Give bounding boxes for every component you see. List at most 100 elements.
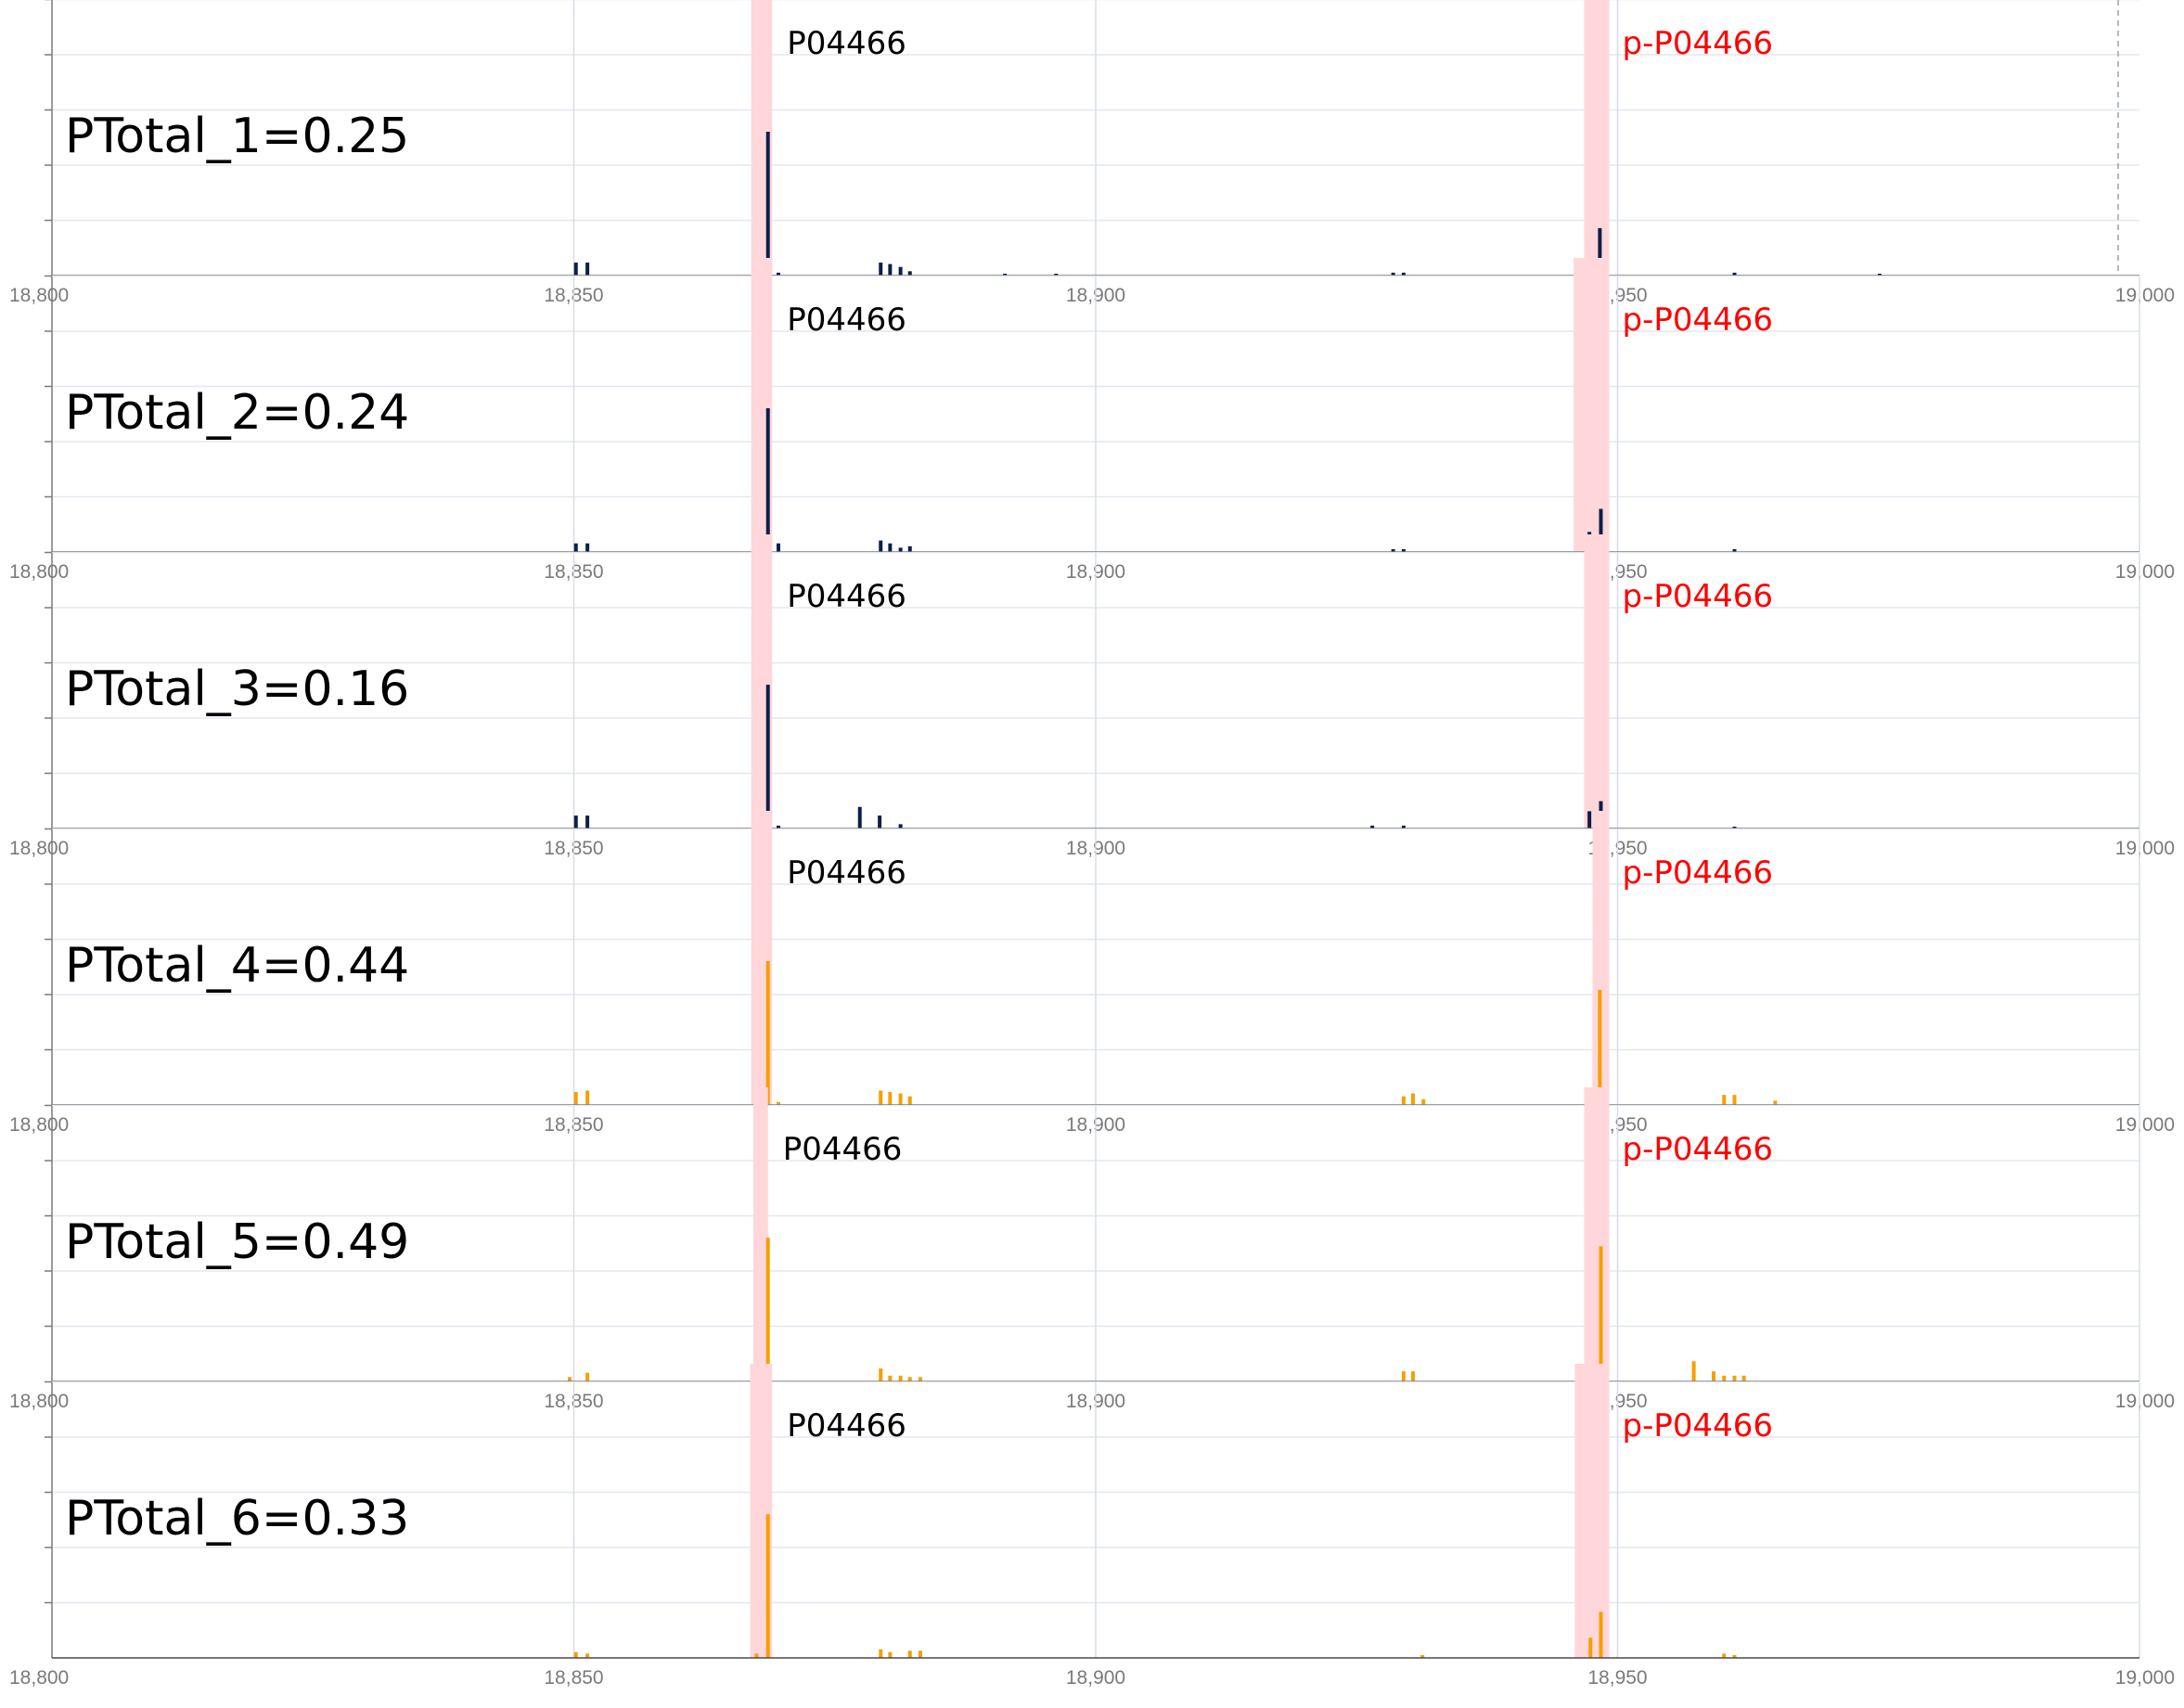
x-tick-label: 19,000 bbox=[2115, 561, 2175, 583]
ptotal-annotation: PTotal_6=0.33 bbox=[65, 1491, 409, 1547]
peak-bar bbox=[879, 1090, 883, 1105]
spectrum-panel-2: 18,800 18,850 18,900 18,950 19,000 P04466 p-P0… bbox=[0, 258, 2184, 583]
peak-bar bbox=[898, 266, 903, 276]
peak-bar bbox=[1401, 1096, 1406, 1105]
peak-bar bbox=[888, 543, 893, 552]
peak-bar bbox=[1054, 274, 1059, 276]
peak-bar bbox=[898, 547, 903, 552]
peak-bar bbox=[1732, 1375, 1737, 1381]
x-tick-label: 18,900 bbox=[1066, 1667, 1125, 1689]
peak-bar bbox=[765, 961, 770, 1105]
peak-bar bbox=[1599, 508, 1603, 552]
peak-bar bbox=[1401, 1371, 1406, 1381]
peak-bar bbox=[585, 263, 590, 276]
peak-bar bbox=[1598, 990, 1602, 1105]
ptotal-annotation: PTotal_4=0.44 bbox=[65, 938, 409, 994]
peak-bar bbox=[1877, 274, 1882, 276]
peak-bar bbox=[879, 1368, 883, 1381]
peak-bar bbox=[1587, 811, 1592, 828]
peak-label-phospho: p-P04466 bbox=[1623, 854, 1774, 892]
peak-label-phospho: p-P04466 bbox=[1623, 25, 1774, 62]
peak-bar bbox=[754, 1653, 759, 1658]
peak-bar bbox=[1401, 825, 1406, 828]
x-tick-label: 19,000 bbox=[2115, 1667, 2175, 1689]
peak-label-unmodified: P04466 bbox=[787, 25, 906, 62]
peak-bar bbox=[765, 685, 770, 828]
peak-bar bbox=[879, 540, 883, 552]
peak-bar bbox=[765, 1238, 770, 1381]
highlight-band-unmodified bbox=[753, 1087, 768, 1381]
peak-bar bbox=[1722, 1653, 1727, 1658]
peak-bar bbox=[777, 543, 780, 552]
peak-bar bbox=[907, 1377, 912, 1381]
peak-label-unmodified: P04466 bbox=[787, 302, 906, 339]
peak-bar bbox=[573, 1092, 578, 1105]
peak-label-unmodified: P04466 bbox=[787, 578, 906, 615]
peak-bar bbox=[765, 132, 770, 276]
peak-bar bbox=[573, 1651, 578, 1658]
peak-bar bbox=[573, 543, 578, 552]
peak-bar bbox=[888, 263, 893, 276]
x-tick-label: 19,000 bbox=[2115, 1391, 2175, 1412]
peak-bar bbox=[907, 546, 912, 552]
x-tick-label: 18,800 bbox=[9, 561, 69, 583]
peak-bar bbox=[573, 263, 578, 276]
peak-bar bbox=[907, 271, 912, 276]
peak-bar bbox=[1370, 825, 1375, 828]
peak-label-phospho: p-P04466 bbox=[1623, 1407, 1774, 1445]
peak-bar bbox=[919, 1650, 922, 1658]
x-tick-label: 18,800 bbox=[9, 838, 69, 859]
spectrum-panel-6: 18,800 18,850 18,900 18,950 19,000 P04466 p-P0… bbox=[0, 1364, 2184, 1689]
peak-bar bbox=[879, 263, 883, 276]
peak-bar bbox=[1722, 1095, 1727, 1105]
x-tick-label: 18,950 bbox=[1587, 1667, 1647, 1689]
peak-bar bbox=[1391, 548, 1395, 552]
peak-bar bbox=[857, 806, 862, 828]
peak-bar bbox=[879, 1649, 883, 1658]
peak-bar bbox=[919, 1377, 922, 1381]
peak-bar bbox=[777, 825, 780, 828]
x-tick-label: 19,000 bbox=[2115, 1114, 2175, 1136]
peak-bar bbox=[1401, 548, 1406, 552]
peak-label-phospho: p-P04466 bbox=[1623, 578, 1774, 615]
peak-bar bbox=[1691, 1361, 1696, 1381]
peak-bar bbox=[888, 1375, 893, 1381]
peak-bar bbox=[1773, 1100, 1778, 1105]
peak-bar bbox=[1732, 1654, 1737, 1658]
highlight-band-phospho bbox=[1574, 1364, 1610, 1658]
peak-bar bbox=[898, 1093, 903, 1105]
peak-bar bbox=[1599, 1246, 1603, 1381]
highlight-band-phospho bbox=[1592, 811, 1610, 1105]
peak-bar bbox=[888, 1092, 893, 1105]
ptotal-annotation: PTotal_5=0.49 bbox=[65, 1214, 409, 1270]
peak-label-unmodified: P04466 bbox=[787, 1407, 906, 1445]
peak-bar bbox=[585, 1372, 590, 1381]
peak-bar bbox=[765, 408, 770, 552]
peak-bar bbox=[1421, 1098, 1426, 1105]
peak-bar bbox=[1732, 548, 1737, 552]
peak-bar bbox=[568, 1377, 572, 1381]
x-tick-label: 18,800 bbox=[9, 1391, 69, 1412]
peak-bar bbox=[907, 1096, 912, 1105]
peak-bar bbox=[1411, 1093, 1415, 1105]
highlight-band-phospho bbox=[1584, 534, 1610, 828]
peak-bar bbox=[1741, 1375, 1746, 1381]
peak-bar bbox=[1588, 1637, 1593, 1658]
peak-label-phospho: p-P04466 bbox=[1623, 1131, 1774, 1168]
peak-bar bbox=[907, 1650, 912, 1658]
peak-bar bbox=[585, 1090, 590, 1105]
peak-bar bbox=[898, 824, 903, 828]
peak-bar bbox=[898, 1375, 903, 1381]
peak-bar bbox=[1598, 227, 1602, 276]
peak-bar bbox=[765, 1514, 770, 1658]
spectrum-panel-3: 18,800 18,850 18,900 18,950 19,000 P04466 p-P0… bbox=[0, 534, 2184, 859]
peak-bar bbox=[1732, 827, 1737, 828]
spectrum-plot-6: 18,800 18,850 18,900 18,950 19,000 P04466 p-P0… bbox=[9, 1364, 2175, 1689]
peak-bar bbox=[585, 815, 590, 828]
highlight-band-phospho bbox=[1584, 0, 1610, 276]
peak-bar bbox=[878, 815, 882, 828]
